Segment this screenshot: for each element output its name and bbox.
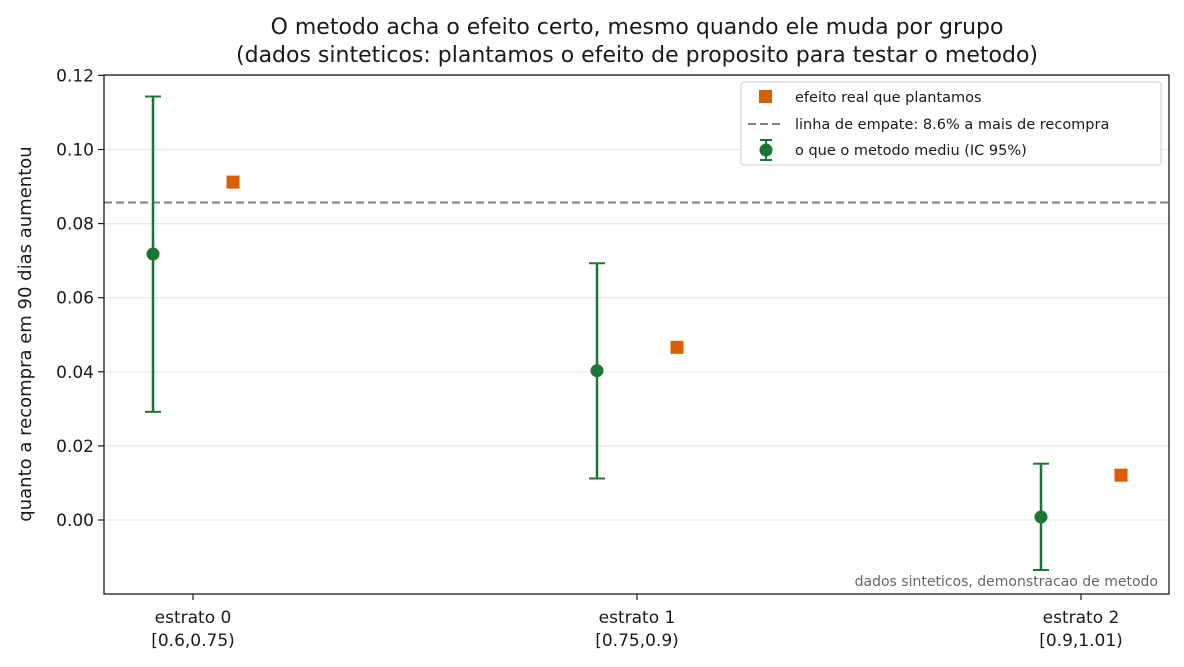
x-tick-range-label: [0.75,0.9) — [595, 631, 679, 651]
x-tick-label: estrato 1 — [599, 608, 676, 628]
note-text: dados sinteticos, demonstracao de metodo — [855, 574, 1158, 590]
x-tick-range-label: [0.9,1.01) — [1039, 631, 1123, 651]
y-tick-label: 0.06 — [56, 289, 94, 309]
y-tick-label: 0.02 — [56, 437, 94, 457]
measured-point — [146, 247, 160, 261]
marks-layer — [145, 95, 1128, 572]
chart-subtitle: (dados sinteticos: plantamos o efeito de… — [236, 43, 1038, 68]
legend-label-real-effect: efeito real que plantamos — [795, 90, 982, 106]
y-tick-label: 0.00 — [56, 511, 94, 531]
legend-square-marker — [759, 90, 772, 103]
y-tick-label: 0.08 — [56, 215, 94, 235]
x-tick-range-label: [0.6,0.75) — [151, 631, 235, 651]
real-effect-marker — [1114, 468, 1128, 482]
y-tick-label: 0.12 — [56, 66, 94, 86]
y-axis-label: quanto a recompra em 90 dias aumentou — [15, 146, 36, 521]
measured-point — [590, 364, 604, 378]
legend-label-measured: o que o metodo mediu (IC 95%) — [795, 143, 1027, 159]
legend-label-reference-line: linha de empate: 8.6% a mais de recompra — [795, 117, 1109, 133]
y-tick-label: 0.04 — [56, 363, 94, 383]
chart-title: O metodo acha o efeito certo, mesmo quan… — [271, 15, 1004, 40]
legend-point-marker — [759, 143, 773, 157]
y-tick-label: 0.10 — [56, 141, 94, 161]
real-effect-marker — [670, 340, 684, 354]
legend: efeito real que plantamos linha de empat… — [740, 81, 1162, 166]
x-tick-label: estrato 2 — [1043, 608, 1120, 628]
real-effect-marker — [226, 175, 240, 189]
measured-point — [1034, 510, 1048, 524]
x-tick-label: estrato 0 — [155, 608, 232, 628]
axes: 0.00 0.02 0.04 0.06 0.08 0.10 0.12 estrato 0 [0.… — [56, 66, 1170, 651]
legend-frame — [740, 81, 1162, 166]
